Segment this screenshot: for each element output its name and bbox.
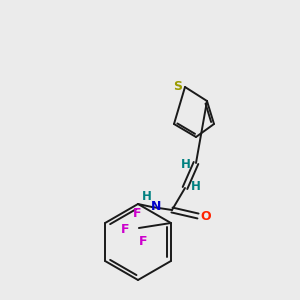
Text: F: F [121, 224, 129, 236]
Text: N: N [151, 200, 161, 212]
Text: H: H [191, 179, 201, 193]
Text: H: H [181, 158, 191, 172]
Text: F: F [139, 236, 147, 248]
Text: O: O [201, 209, 211, 223]
Text: S: S [173, 80, 182, 92]
Text: F: F [133, 208, 141, 220]
Text: H: H [142, 190, 152, 203]
